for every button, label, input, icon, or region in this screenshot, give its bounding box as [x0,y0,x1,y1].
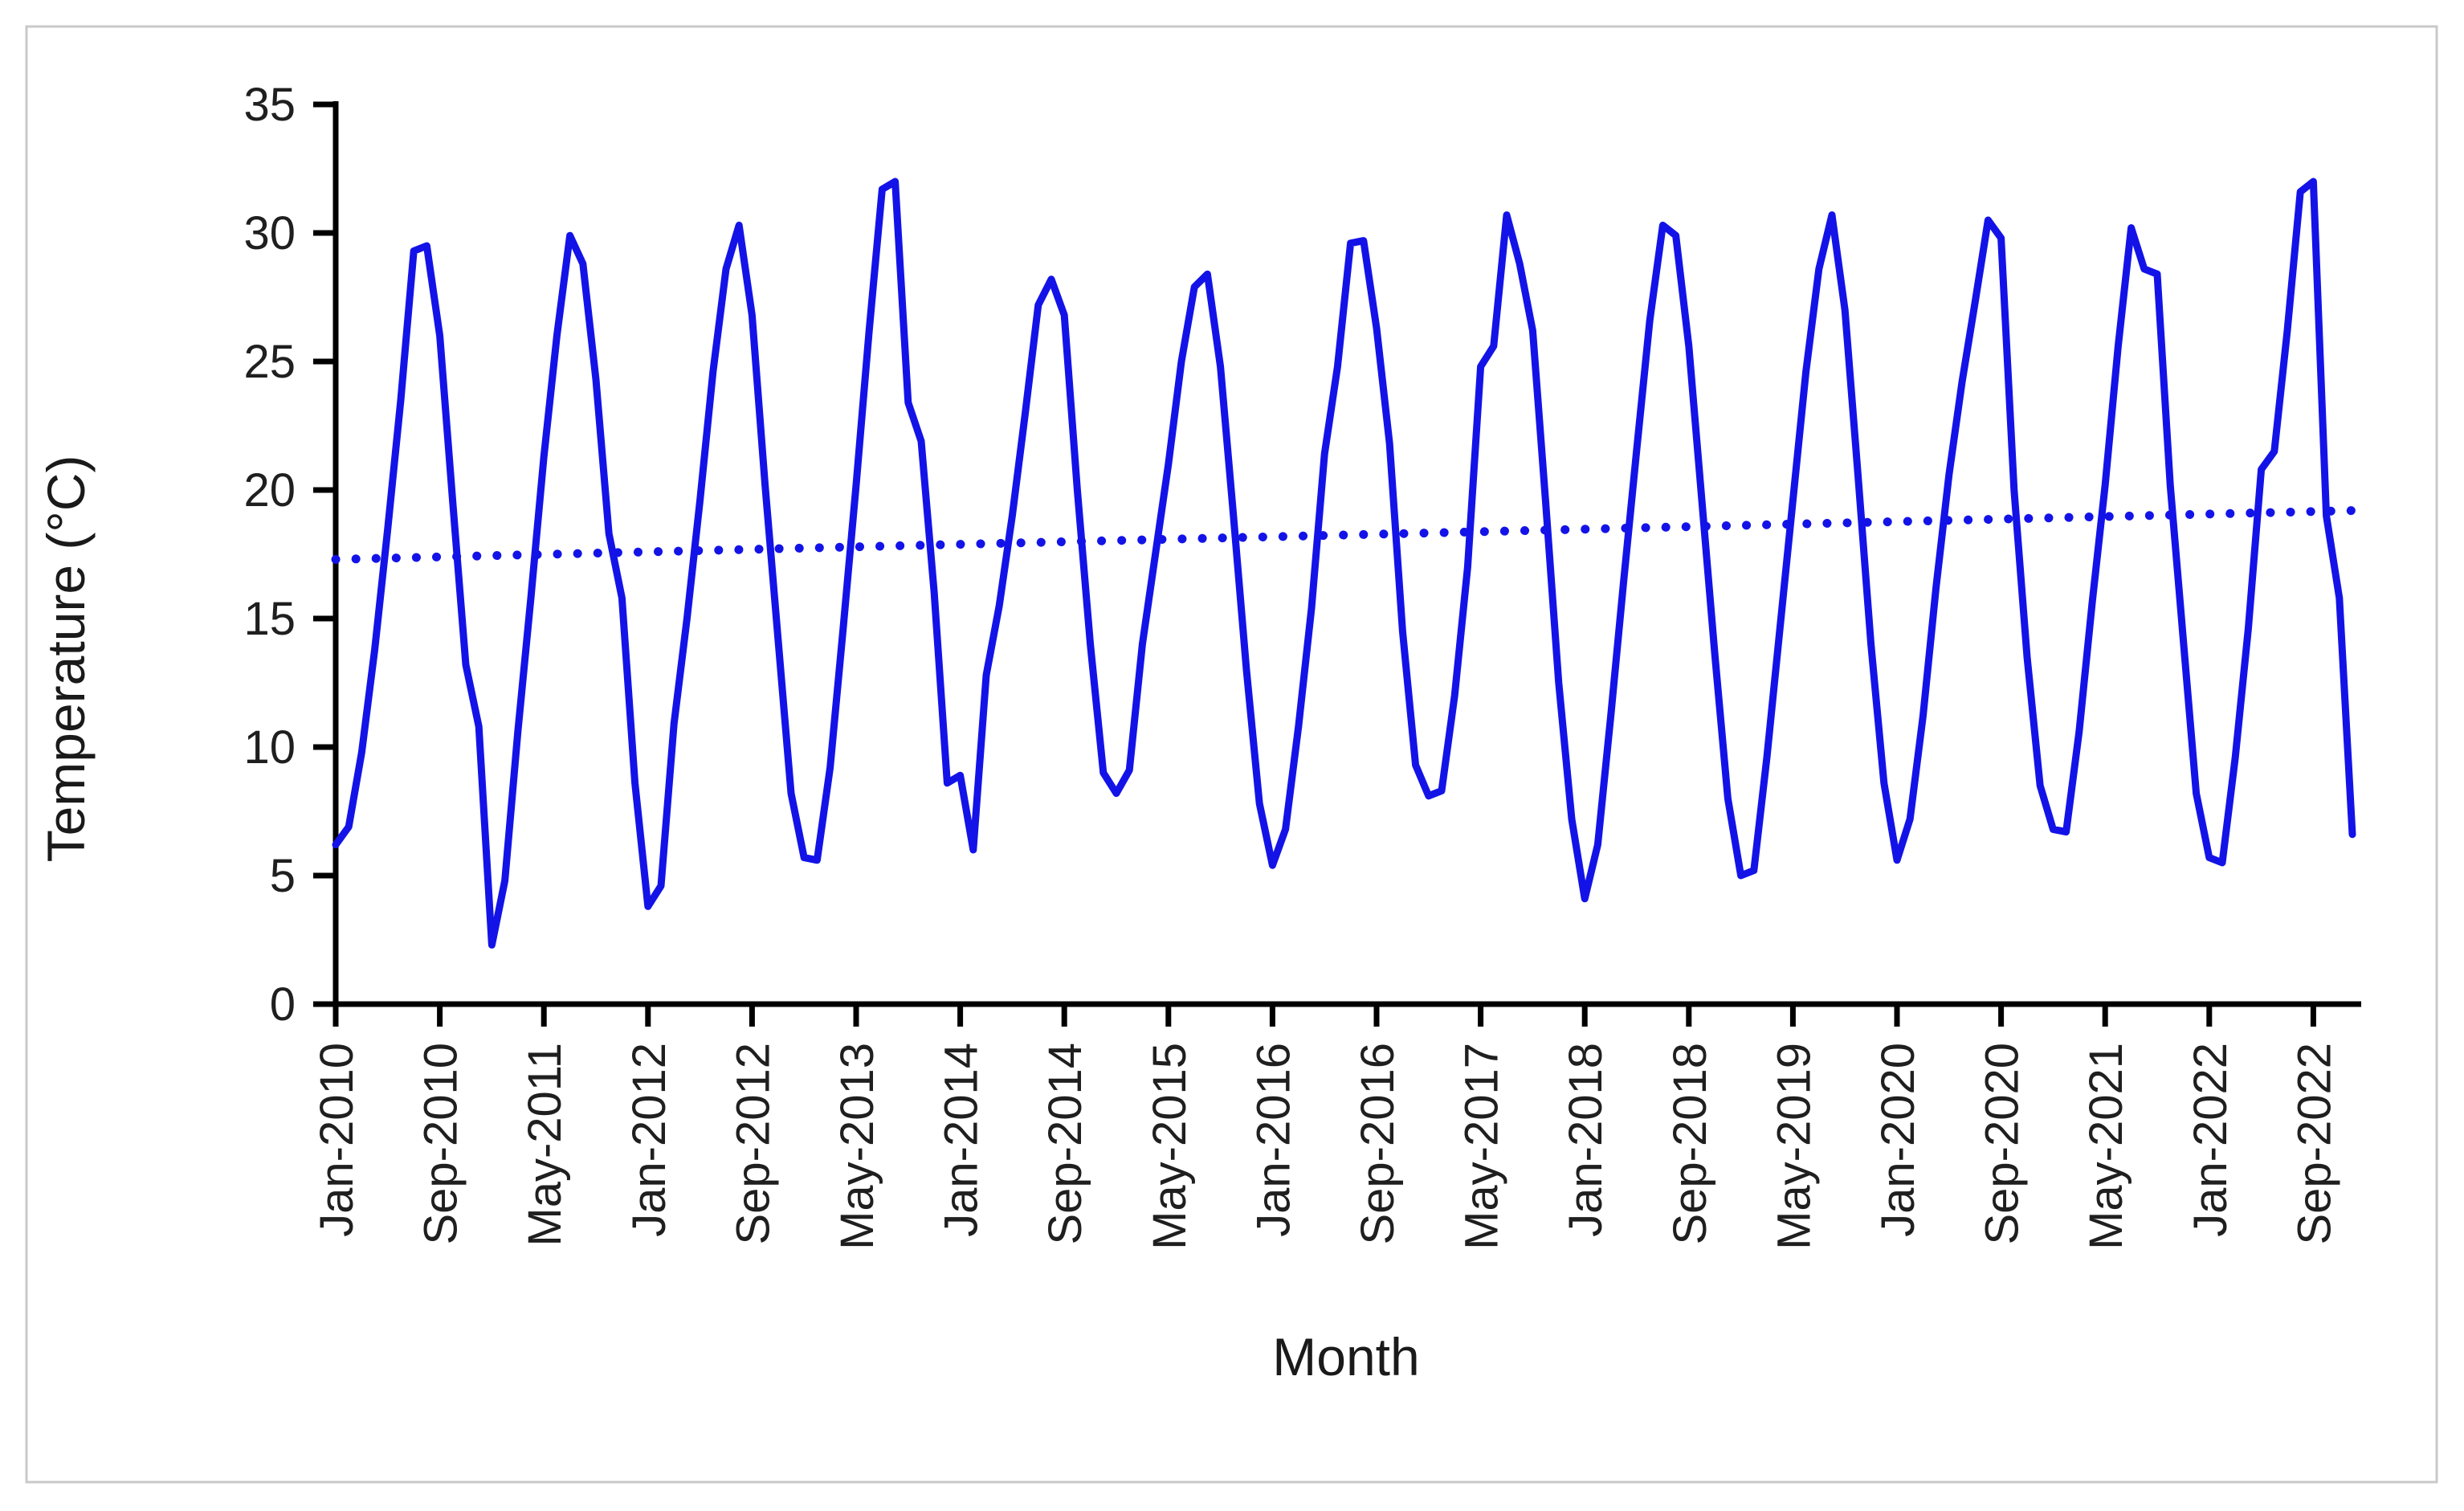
y-tick-label: 5 [270,850,296,902]
x-tick-label: Sep-2012 [727,1043,779,1245]
x-tick-label: Sep-2014 [1039,1043,1091,1245]
x-tick-label: May-2017 [1456,1043,1508,1250]
x-axis-title: Month [1272,1327,1419,1386]
x-tick-label: Jan-2012 [623,1043,675,1237]
x-axis-tick-labels: Jan-2010 Sep-2010 May-2011 Jan-2012 Sep-2012… [311,1043,2340,1250]
x-tick-label: Sep-2020 [1977,1043,2029,1245]
y-tick-label: 20 [243,464,296,517]
x-tick-label: May-2021 [2080,1043,2132,1250]
x-tick-label: May-2019 [1768,1043,1820,1250]
x-tick-label: Jan-2020 [1872,1043,1924,1237]
y-tick-label: 25 [243,336,296,388]
x-axis-ticks [332,1004,2316,1027]
y-axis-ticks [313,101,336,1007]
y-tick-label: 0 [270,978,296,1031]
y-tick-label: 15 [243,593,296,645]
x-tick-label: May-2015 [1144,1043,1196,1250]
x-tick-label: Jan-2022 [2185,1043,2237,1237]
y-tick-label: 30 [243,207,296,259]
x-tick-label: Sep-2010 [415,1043,467,1245]
y-tick-label: 10 [243,721,296,774]
x-tick-label: Jan-2018 [1560,1043,1612,1237]
x-tick-label: Jan-2016 [1247,1043,1299,1237]
x-tick-label: Sep-2016 [1352,1043,1404,1245]
x-tick-label: Sep-2022 [2288,1043,2340,1245]
y-axis-title: Temperature (°C) [36,455,96,863]
x-tick-label: May-2011 [519,1043,571,1247]
temperature-series-line [332,178,2356,949]
trend-dotted-line [331,506,2357,564]
axes [332,101,2361,1007]
x-tick-label: Sep-2018 [1664,1043,1716,1245]
y-axis-tick-labels: 0 5 10 15 20 25 30 35 [243,79,296,1031]
x-tick-label: Jan-2014 [936,1043,988,1237]
x-tick-label: May-2013 [831,1043,883,1250]
data-series [331,178,2357,949]
y-tick-label: 35 [243,79,296,131]
x-tick-label: Jan-2010 [311,1043,363,1237]
